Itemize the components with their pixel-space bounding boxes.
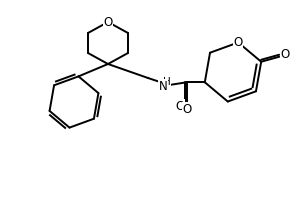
Text: H: H xyxy=(163,77,171,87)
Text: N: N xyxy=(159,79,167,92)
Text: O: O xyxy=(280,48,290,61)
Text: O: O xyxy=(103,16,112,28)
Text: O: O xyxy=(234,36,243,49)
Text: O: O xyxy=(182,103,191,116)
Text: O: O xyxy=(176,99,184,112)
